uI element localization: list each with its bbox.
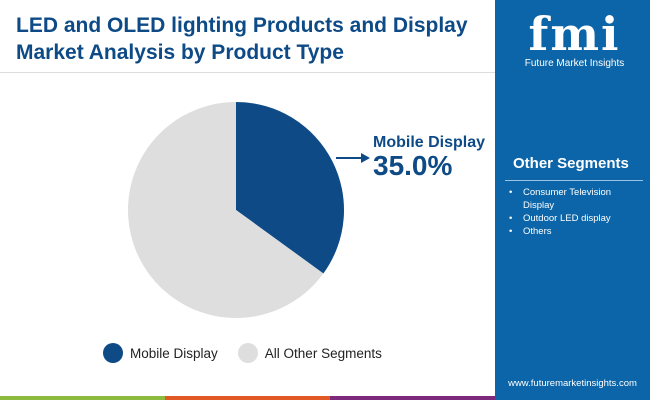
legend-label: Mobile Display	[130, 345, 218, 361]
divider	[505, 180, 643, 181]
callout-label: Mobile Display	[373, 134, 486, 151]
logo-name: Future Market Insights	[524, 58, 625, 69]
pie-slice-all-other-segments	[127, 102, 324, 319]
legend-swatch	[103, 343, 123, 363]
chart-title: LED and OLED lighting Products and Displ…	[16, 14, 468, 64]
other-segments-title: Other Segments	[513, 155, 629, 172]
side-panel: fmi Future Market Insights Other Segment…	[495, 0, 650, 400]
logo-mark: fmi	[528, 7, 621, 61]
divider	[0, 72, 495, 73]
other-segments-list: Consumer Television Display Outdoor LED …	[509, 186, 644, 238]
list-item: Consumer Television Display	[509, 186, 644, 212]
legend: Mobile Display All Other Segments	[103, 343, 402, 363]
legend-swatch	[237, 343, 258, 363]
pie-slice-mobile-display	[236, 102, 344, 274]
legend-item-mobile-display: Mobile Display	[103, 343, 218, 363]
pie-chart	[127, 102, 370, 319]
list-item: Others	[509, 225, 644, 238]
footer-color-bars	[0, 396, 495, 400]
bar-green	[0, 396, 165, 400]
website-link[interactable]: www.futuremarketinsights.com	[508, 378, 637, 389]
callout-arrow-head	[361, 153, 370, 163]
legend-item-other-segments: All Other Segments	[237, 343, 382, 363]
fmi-logo: fmi Future Market Insights	[517, 8, 632, 69]
list-item: Outdoor LED display	[509, 212, 644, 225]
legend-label: All Other Segments	[264, 345, 382, 361]
bar-purple	[330, 396, 495, 400]
callout-value: 35.0%	[373, 150, 453, 181]
bar-orange	[165, 396, 330, 400]
